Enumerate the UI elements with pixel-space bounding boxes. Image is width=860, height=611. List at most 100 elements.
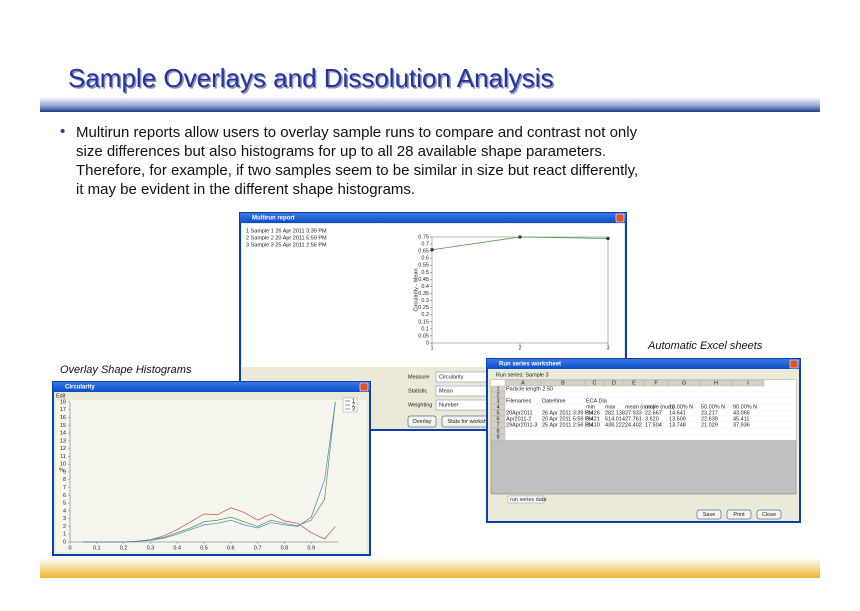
cell: Particle length 2.50 bbox=[506, 386, 553, 392]
menu: Edit bbox=[56, 393, 66, 399]
title: Sample Overlays and Dissolution Analysis bbox=[68, 63, 554, 93]
y-tick-label: 7 bbox=[63, 485, 66, 491]
row-header-label: 6 bbox=[496, 416, 499, 422]
field-label: Measure bbox=[408, 374, 429, 380]
y-axis-label: Circularity - Mean bbox=[413, 268, 419, 311]
cell: 23.217 bbox=[701, 410, 718, 416]
y-tick-label: 0.7 bbox=[421, 242, 429, 248]
y-tick-label: 13 bbox=[60, 438, 66, 444]
cell: ECA Dia bbox=[586, 398, 608, 404]
x-tick-label: 0.9 bbox=[307, 545, 315, 551]
button[interactable] bbox=[407, 415, 437, 428]
y-tick-label: 12 bbox=[60, 446, 66, 452]
cell: 29Apr2011-3 bbox=[506, 422, 537, 428]
bullet-dot: • bbox=[60, 123, 65, 140]
y-tick-label: 0.25 bbox=[418, 305, 429, 311]
cell: 25 Apr 2011 2:56 PM bbox=[542, 422, 594, 428]
cell: Filenames bbox=[506, 398, 532, 404]
sample-entry: 1 Sample 1 26 Apr 2011 3:39 PM bbox=[246, 228, 327, 234]
cell: 45.411 bbox=[733, 416, 749, 422]
bullet-line: size differences but also histograms for… bbox=[76, 143, 606, 160]
cell: Date/time bbox=[542, 398, 566, 404]
x-tick-label: 0.8 bbox=[281, 545, 289, 551]
x-tick-label: 0.6 bbox=[227, 545, 235, 551]
y-tick-label: 0.45 bbox=[418, 277, 429, 283]
field-label: Weighting bbox=[408, 402, 432, 408]
cell: 17.504 bbox=[645, 422, 662, 428]
y-tick-label: 15 bbox=[60, 423, 66, 429]
y-tick-label: 11 bbox=[60, 454, 66, 460]
title-bar bbox=[40, 97, 820, 112]
y-tick-label: 0.55 bbox=[418, 263, 429, 269]
y-tick-label: 0.6 bbox=[421, 256, 429, 262]
y-tick-label: 0.1 bbox=[421, 326, 429, 332]
row-header-label: 8 bbox=[496, 428, 499, 434]
cell: 14.641 bbox=[669, 410, 686, 416]
sheet-tab bbox=[507, 495, 545, 504]
caption: Overlay Shape Histograms bbox=[60, 364, 192, 376]
close-button[interactable] bbox=[359, 382, 369, 392]
button[interactable] bbox=[726, 509, 752, 520]
cell: 3.410 bbox=[586, 422, 600, 428]
plot-area bbox=[431, 236, 609, 344]
column-header-label: G bbox=[682, 380, 686, 386]
button-label: Print bbox=[733, 512, 745, 518]
data-point bbox=[606, 236, 610, 240]
cell: 21.029 bbox=[701, 422, 718, 428]
data-point bbox=[430, 248, 434, 252]
window-title: Run series worksheet bbox=[499, 362, 561, 368]
x-tick-label: 0.7 bbox=[254, 545, 262, 551]
cell: 43.066 bbox=[733, 410, 750, 416]
cell: 22.667 bbox=[645, 410, 662, 416]
y-tick-label: 0 bbox=[63, 539, 66, 545]
row-header-label: 5 bbox=[496, 410, 499, 416]
field-value: Mean bbox=[439, 388, 453, 394]
y-tick-label: 5 bbox=[63, 501, 66, 507]
column-header-label: B bbox=[561, 380, 565, 386]
row-header-label: 9 bbox=[496, 434, 499, 440]
cell: 50.00% N bbox=[701, 404, 725, 410]
row-header-label: 4 bbox=[496, 404, 499, 410]
y-axis-label: % bbox=[59, 467, 64, 473]
button-label: Save bbox=[703, 512, 716, 518]
bullet-line: Multirun reports allow users to overlay … bbox=[76, 124, 638, 141]
data-point bbox=[518, 235, 522, 239]
cell: 90.00% N bbox=[733, 404, 757, 410]
y-tick-label: 16 bbox=[60, 415, 66, 421]
close-button[interactable] bbox=[789, 359, 799, 369]
field-label: Statistic bbox=[408, 388, 428, 394]
button[interactable] bbox=[756, 509, 782, 520]
cell: min bbox=[586, 404, 595, 410]
histogram-line bbox=[83, 401, 336, 543]
plot-bg bbox=[56, 400, 367, 552]
cell: mode (num) bbox=[645, 404, 675, 410]
y-tick-label: 0.3 bbox=[421, 298, 429, 304]
button[interactable] bbox=[696, 509, 722, 520]
x-tick-label: 0.2 bbox=[120, 545, 128, 551]
sample-entry: 2 Sample 2 20 Apr 2011 5:59 PM bbox=[246, 235, 327, 241]
y-tick-label: 0.5 bbox=[421, 270, 429, 276]
row-header-label: 3 bbox=[496, 398, 499, 404]
close-button[interactable] bbox=[615, 213, 625, 223]
column-header-label: I bbox=[747, 380, 749, 386]
y-tick-label: 3 bbox=[63, 516, 66, 522]
title-bar bbox=[240, 213, 626, 223]
title-shadow: Sample Overlays and Dissolution Analysis bbox=[70, 64, 556, 94]
caption: Automatic Excel sheets bbox=[647, 340, 763, 352]
cell: 13.609 bbox=[669, 416, 686, 422]
button-label: Close bbox=[762, 512, 776, 518]
y-tick-label: 0 bbox=[426, 340, 429, 346]
y-tick-label: 0.15 bbox=[418, 319, 429, 325]
button-label: Stats for worksheet bbox=[447, 419, 495, 425]
title-bar bbox=[487, 359, 800, 369]
y-tick-label: 9 bbox=[63, 469, 66, 475]
cell: 514.014 bbox=[605, 416, 625, 422]
run-series: Run series: Sample 3 bbox=[496, 372, 549, 378]
y-tick-label: 8 bbox=[63, 477, 66, 483]
y-tick-label: 0.4 bbox=[421, 284, 429, 290]
row-header bbox=[490, 433, 506, 441]
column-header-label: H bbox=[714, 380, 718, 386]
bullet-line: it may be evident in the different shape… bbox=[76, 181, 415, 198]
column-header-label: C bbox=[593, 380, 597, 386]
